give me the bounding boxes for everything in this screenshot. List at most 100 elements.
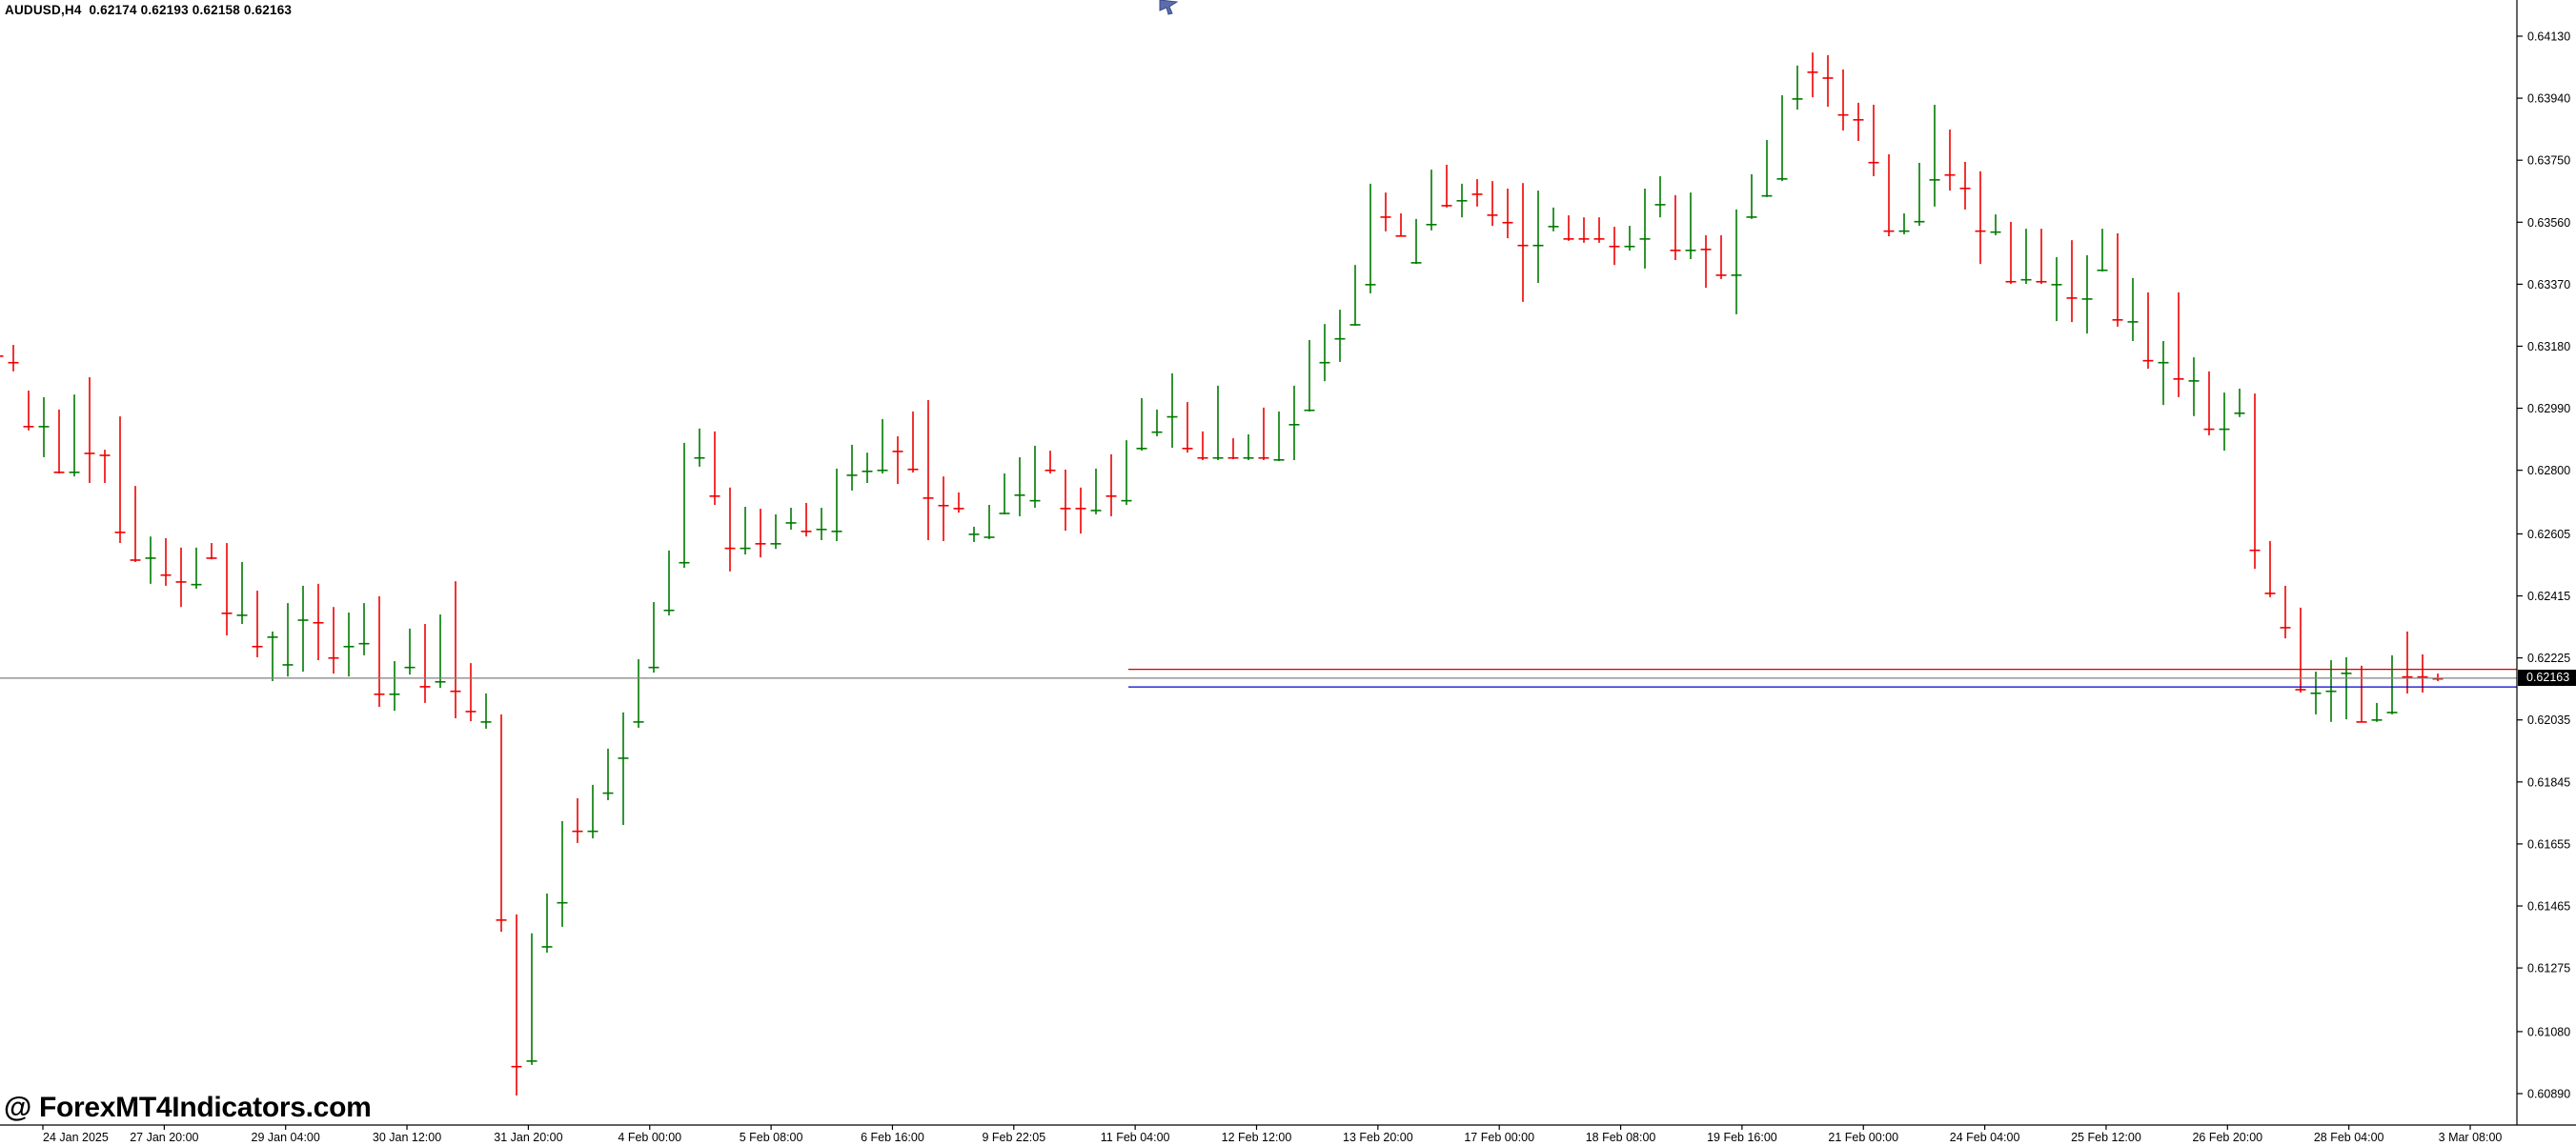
candle-body [1273,459,1285,461]
candle-body [1853,119,1864,121]
candle-body [846,474,858,476]
candle-body [2432,677,2444,680]
candle-body [1990,231,2001,233]
candle-body [38,426,50,428]
candle-body [145,557,156,559]
candle-body [938,504,949,507]
candle-body [69,472,80,473]
candle-body [2310,692,2322,694]
time-axis-label: 19 Feb 16:00 [1707,1131,1777,1144]
candle-body [1502,221,1513,224]
candle-body [404,666,416,669]
time-axis-label: 26 Feb 20:00 [2192,1131,2262,1144]
candle-body [862,470,873,472]
candle-body [2280,627,2291,629]
price-axis-label: 0.62415 [2527,590,2570,603]
candle-body [1045,469,1056,472]
candle-body [1532,244,1544,247]
candle-body [1517,244,1529,247]
candle-body [374,693,385,695]
candle-body [831,531,842,533]
candle-body [1029,499,1041,502]
time-axis-label: 18 Feb 08:00 [1586,1131,1656,1144]
candle-body [618,757,629,759]
candle-body [450,690,461,693]
candle-body [313,621,324,624]
candle-body [679,561,690,564]
price-axis-label: 0.61275 [2527,962,2570,975]
candle-body [1685,250,1696,251]
candle-body [709,495,720,497]
candle-body [1121,499,1132,502]
candle-body [2219,428,2230,431]
candle-body [663,609,675,612]
candle-body [511,1065,522,1068]
candle-body [1837,113,1849,116]
candle-body [724,547,736,550]
time-axis-label: 24 Feb 04:00 [1950,1131,2020,1144]
candle-body [755,543,766,545]
candle-body [2249,549,2261,552]
time-axis-label: 4 Feb 00:00 [618,1131,681,1144]
candle-body [984,536,995,538]
candle-body [1212,456,1224,459]
candle-body [480,721,492,723]
candle-body [1258,456,1269,459]
candle-body [1136,448,1147,450]
candle-body [1410,262,1422,264]
candle-body [557,901,568,904]
candle-body [740,547,751,550]
cursor-icon [1159,0,1178,15]
candle-body [1731,274,1742,276]
candle-body [541,946,553,948]
candle-body [282,664,294,666]
candle-body [1868,161,1879,164]
price-axis-label: 0.62800 [2527,464,2570,477]
candle-body [1304,409,1315,412]
candle-body [801,531,812,533]
candle-body [1441,205,1452,207]
candle-body [114,532,126,533]
candle-body [1166,415,1178,418]
candle-body [968,533,980,535]
price-axis-label: 0.62605 [2527,528,2570,541]
candle-body [2036,280,2047,283]
candle-body [1944,173,1956,176]
candle-body [1227,456,1239,459]
candle-body [1593,238,1605,240]
time-axis-label: 12 Feb 12:00 [1222,1131,1292,1144]
price-axis-label: 0.63180 [2527,340,2570,353]
candle-body [1578,238,1590,240]
candle-body [2402,675,2413,678]
candle-body [221,613,233,614]
candle-body [2203,428,2215,431]
price-axis-label: 0.63940 [2527,92,2570,106]
candle-body [23,426,34,428]
candle-body [252,645,263,648]
candle-body [435,680,446,683]
candle-body [175,581,187,583]
candle-body [2127,321,2139,323]
candle-body [1548,226,1559,228]
candle-body [358,642,370,645]
candle-body [2356,721,2367,723]
candle-body [2066,297,2078,299]
candle-body [2234,412,2245,414]
price-axis-label: 0.61465 [2527,900,2570,914]
candle-body [1471,193,1483,195]
candle-body [2341,673,2352,674]
candle-body [389,693,400,695]
candle-body [999,513,1010,514]
candle-body [770,543,781,545]
candle-body [892,451,903,452]
candle-body [2295,689,2306,691]
candle-body [2371,719,2383,721]
time-axis-label: 3 Mar 08:00 [2439,1131,2503,1144]
candle-body [99,454,111,456]
time-axis-label: 30 Jan 12:00 [373,1131,441,1144]
candle-body [2264,593,2276,594]
candle-body [2142,359,2154,362]
current-price-tag: 0.62163 [2518,670,2576,687]
